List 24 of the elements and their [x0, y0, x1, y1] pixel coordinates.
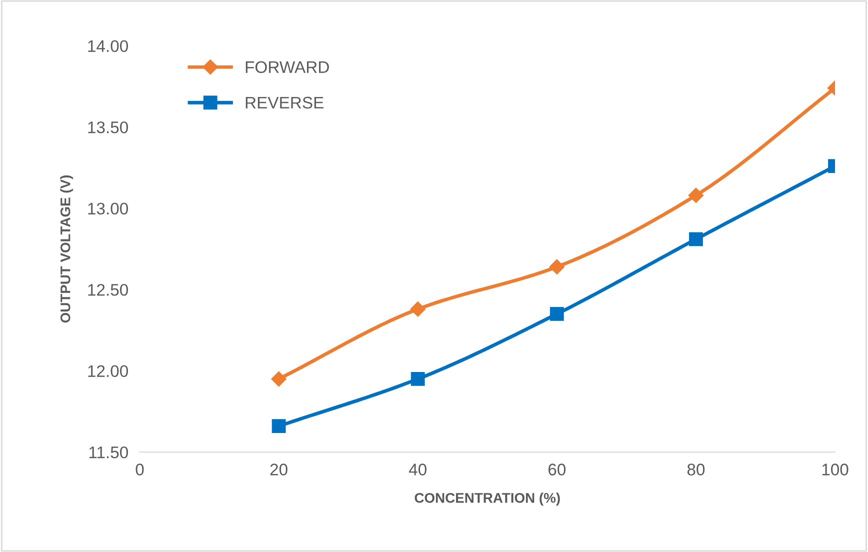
point: [688, 188, 704, 203]
y-tick-label: 13.00: [88, 202, 128, 215]
point: [549, 259, 564, 274]
x-tick-label: 80: [687, 464, 705, 476]
point: [410, 372, 425, 386]
y-tick-label: 13.50: [88, 121, 128, 134]
point: [689, 232, 703, 246]
legend-label: FORWARD: [246, 61, 329, 74]
point: [410, 302, 426, 317]
y-tick-label: 12.50: [88, 284, 128, 296]
y-axis-title: OUTPUT VOLTAGE (V): [60, 175, 74, 323]
x-tick-label: 0: [136, 464, 144, 476]
point: [550, 307, 564, 321]
x-tick-label: 60: [548, 464, 566, 476]
x-tick-label: 100: [822, 464, 848, 476]
y-tick-label: 14.00: [88, 40, 128, 52]
point: [271, 371, 286, 387]
x-tick-label: 40: [408, 464, 426, 476]
x-tick-label: 20: [270, 464, 288, 476]
y-tick-label: 12.00: [88, 365, 128, 378]
legend-label: REVERSE: [246, 96, 324, 109]
x-axis-title: CONCENTRATION (%): [414, 492, 560, 506]
point: [272, 419, 286, 434]
y-tick-label: 11.50: [89, 446, 128, 458]
